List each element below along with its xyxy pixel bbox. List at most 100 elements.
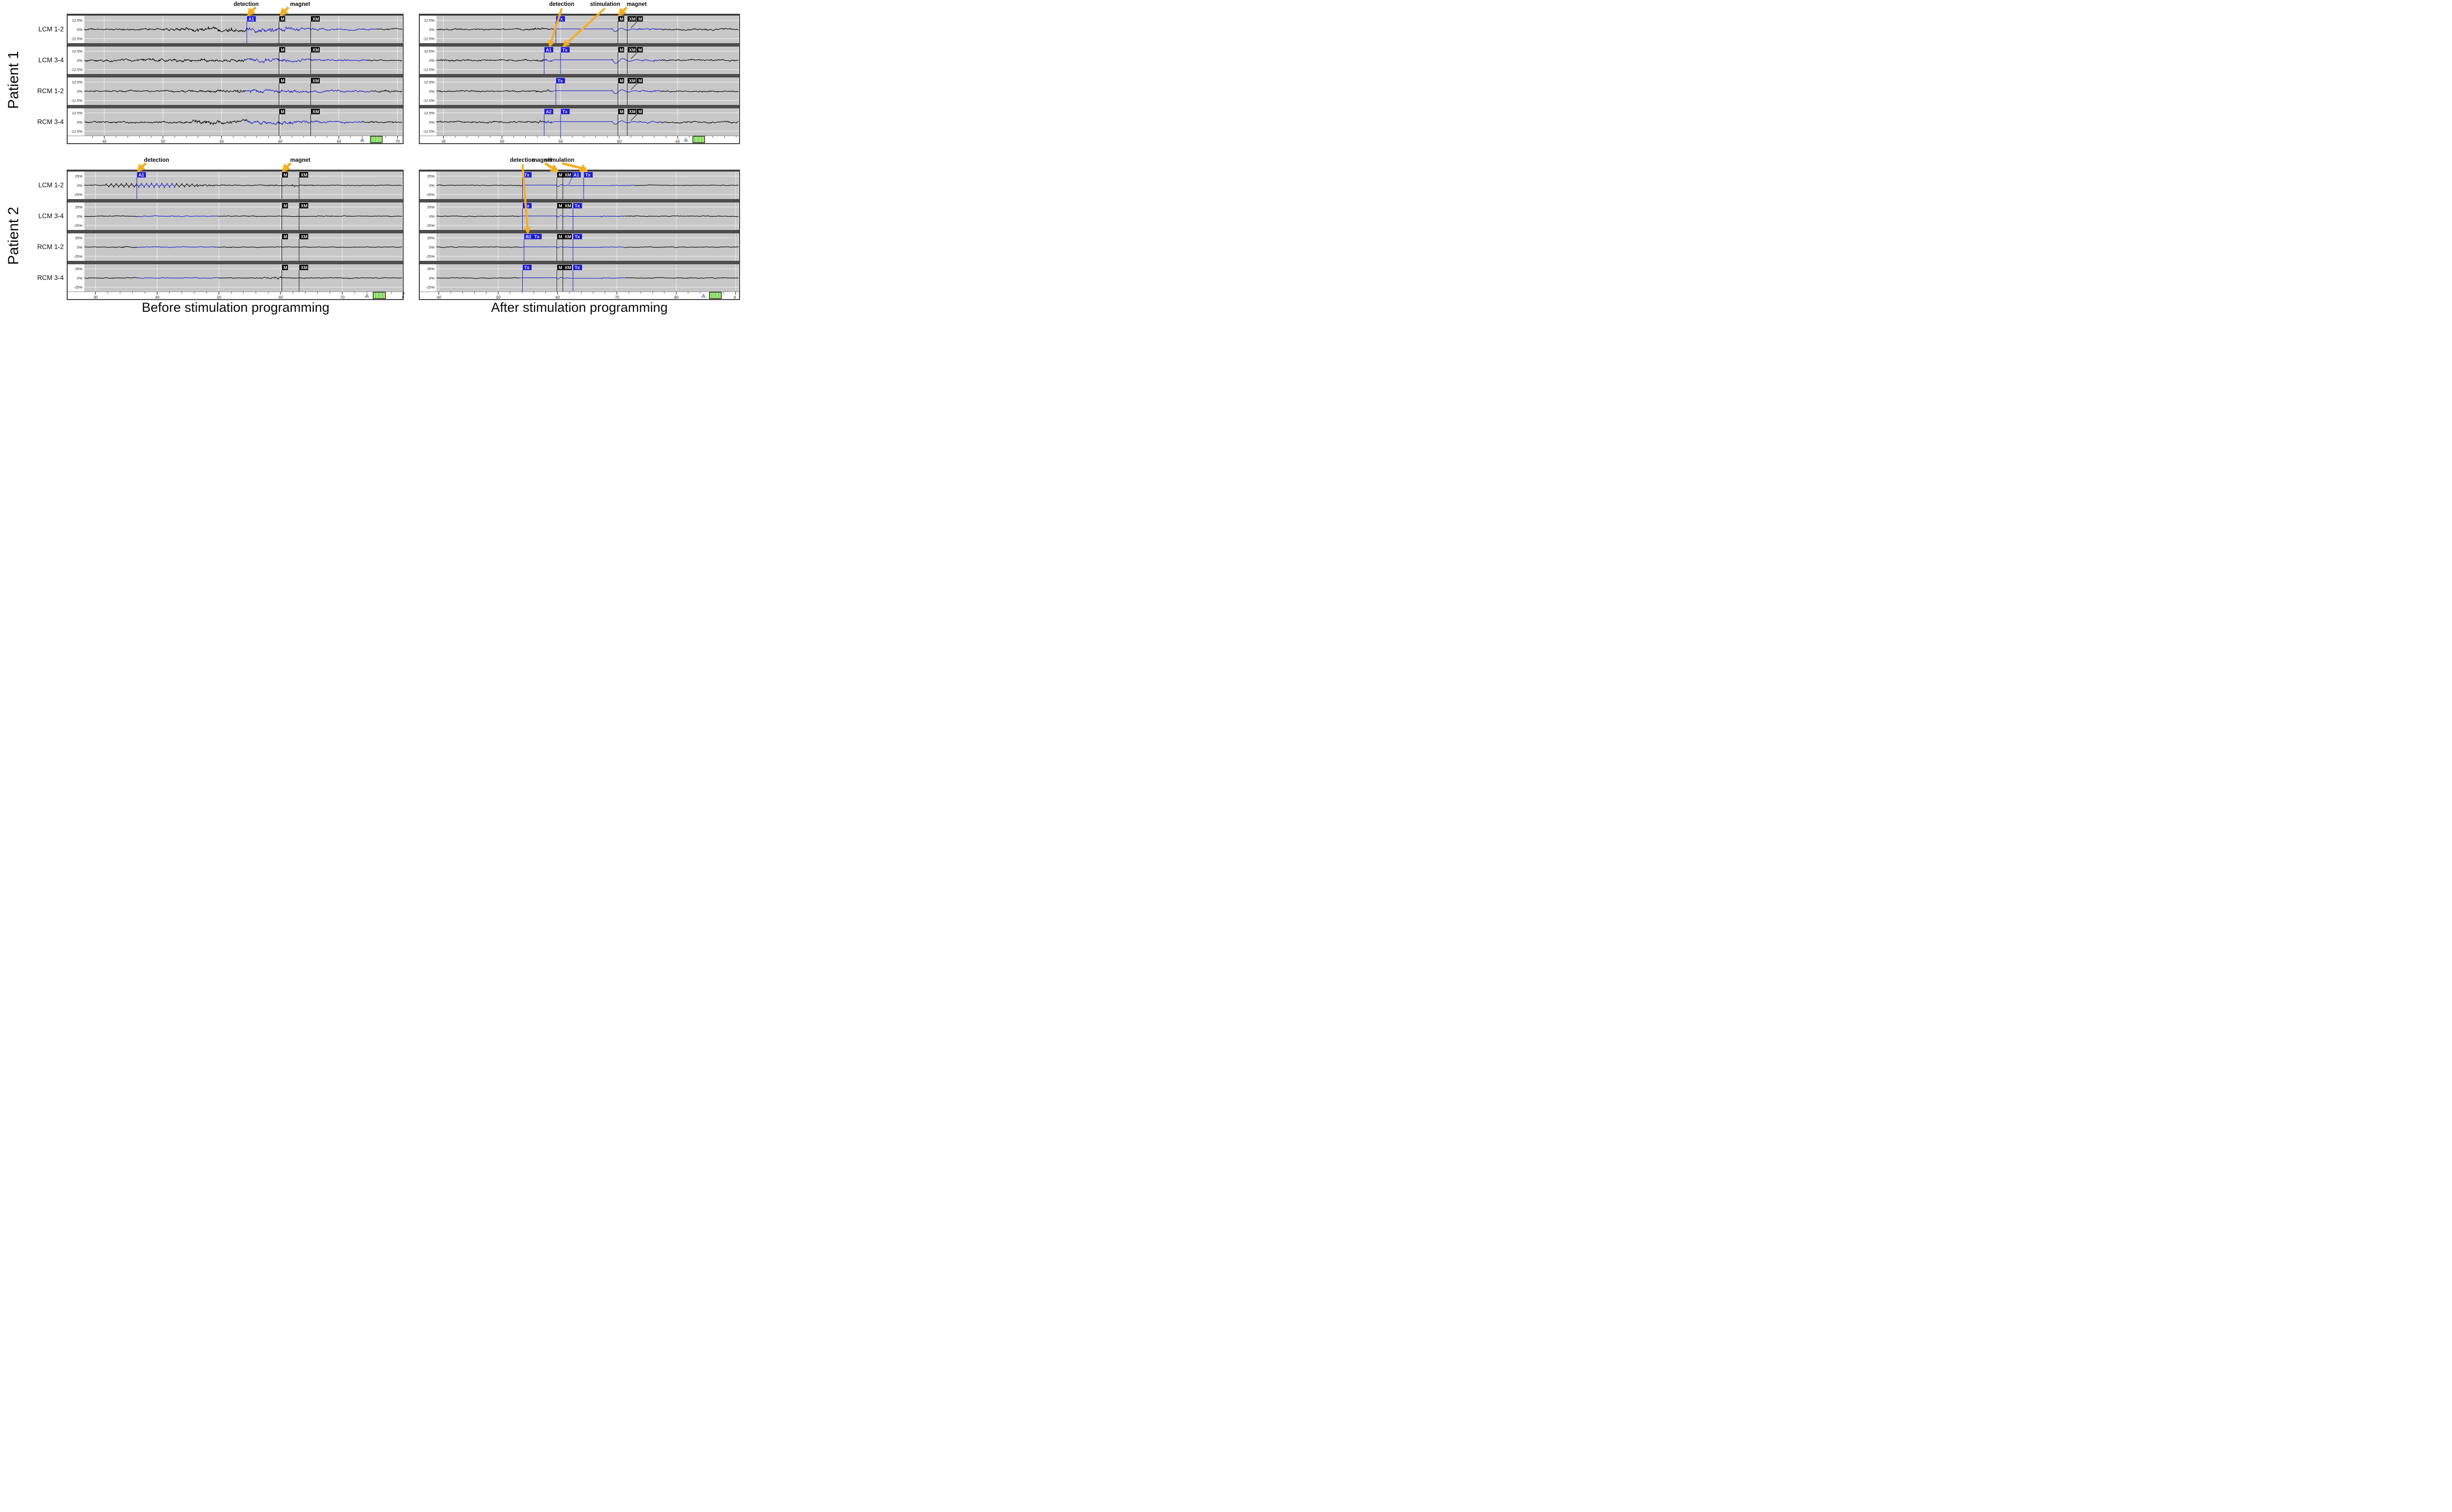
event-marker-Tx[interactable] xyxy=(573,234,582,239)
event-marker-XM[interactable] xyxy=(563,203,572,208)
strip-separator xyxy=(67,261,403,264)
event-marker-M[interactable] xyxy=(637,16,643,22)
event-marker-XM[interactable] xyxy=(627,47,637,52)
ecog-trace-baseline xyxy=(84,215,137,217)
event-marker-M[interactable] xyxy=(282,234,288,239)
ecog-trace-baseline xyxy=(371,89,403,93)
spectrogram-thumbnail[interactable] xyxy=(692,136,705,143)
event-marker-Tx[interactable] xyxy=(522,172,532,177)
event-marker-A1[interactable] xyxy=(247,16,256,22)
annotation-label: magnet xyxy=(532,157,552,163)
ecog-trace-episode xyxy=(315,89,372,93)
y-axis-tick-label: 0% xyxy=(77,214,82,219)
event-marker-XM[interactable] xyxy=(563,265,572,270)
ecog-trace-baseline xyxy=(84,58,128,62)
ecog-trace-episode xyxy=(521,246,556,248)
event-marker-M[interactable] xyxy=(279,109,285,114)
event-marker-XM[interactable] xyxy=(310,16,320,22)
event-marker-XM[interactable] xyxy=(627,109,637,114)
event-marker-M[interactable] xyxy=(279,78,285,83)
event-marker-Tx[interactable] xyxy=(561,47,570,52)
axis-position-pointer[interactable] xyxy=(701,293,706,298)
strip-separator xyxy=(419,261,740,264)
event-marker-A1[interactable] xyxy=(544,47,554,52)
event-marker-XM[interactable] xyxy=(299,172,308,177)
y-axis-tick-label: 12.5% xyxy=(424,49,435,53)
event-marker-Tx[interactable] xyxy=(533,234,542,239)
event-marker-XM[interactable] xyxy=(310,78,320,83)
event-marker-M[interactable] xyxy=(557,203,563,208)
event-marker-A1[interactable] xyxy=(137,172,146,177)
channel-label: RCM 1-2 xyxy=(37,243,64,251)
event-marker-M[interactable] xyxy=(637,47,643,52)
event-marker-XM[interactable] xyxy=(627,16,637,22)
event-marker-XM[interactable] xyxy=(310,47,320,52)
axis-position-pointer[interactable] xyxy=(364,293,370,298)
axis-position-pointer[interactable] xyxy=(683,137,689,142)
event-marker-M[interactable] xyxy=(637,78,643,83)
ecog-trace-episode xyxy=(136,246,219,248)
event-marker-label: Tx xyxy=(575,265,580,270)
ecog-trace-baseline xyxy=(362,121,403,124)
event-marker-M[interactable] xyxy=(618,47,624,52)
annotation-magnet: magnet xyxy=(281,157,310,173)
event-marker-Tx[interactable] xyxy=(522,265,532,270)
event-marker-M[interactable] xyxy=(557,234,563,239)
event-marker-Tx[interactable] xyxy=(556,16,565,22)
event-marker-XM[interactable] xyxy=(563,172,572,177)
event-marker-A1[interactable] xyxy=(572,172,581,177)
event-marker-label: Tx xyxy=(524,265,530,270)
event-marker-M[interactable] xyxy=(279,16,285,22)
event-marker-M[interactable] xyxy=(637,109,643,114)
event-marker-label: M xyxy=(639,109,642,114)
strip-separator xyxy=(67,170,403,172)
event-marker-label: Tx xyxy=(535,234,540,239)
y-axis-tick-label: 0% xyxy=(429,27,434,32)
event-marker-XM[interactable] xyxy=(299,265,308,270)
event-marker-M[interactable] xyxy=(618,16,624,22)
event-marker-M[interactable] xyxy=(618,109,624,114)
event-marker-XM[interactable] xyxy=(310,109,320,114)
ecog-trace-baseline xyxy=(84,90,163,93)
event-marker-Tx[interactable] xyxy=(573,265,582,270)
ecog-trace-baseline xyxy=(377,28,403,30)
event-marker-XM[interactable] xyxy=(299,203,308,208)
ecog-trace-episode xyxy=(642,59,662,62)
event-marker-label: M xyxy=(620,48,624,52)
event-marker-M[interactable] xyxy=(618,78,624,83)
y-axis-tick-label: 12.5% xyxy=(72,80,83,84)
strip-separator xyxy=(419,43,740,47)
event-marker-label: XM xyxy=(564,234,571,239)
strip-separator xyxy=(419,230,740,233)
event-marker-Tx[interactable] xyxy=(561,109,570,114)
annotation-detection: detection xyxy=(233,1,259,17)
event-marker-label: A1 xyxy=(546,48,552,52)
event-marker-XM[interactable] xyxy=(627,78,637,83)
event-marker-M[interactable] xyxy=(282,172,288,177)
spectrogram-thumbnail[interactable] xyxy=(709,292,722,299)
spectrogram-thumbnail[interactable] xyxy=(370,136,383,143)
event-marker-XM[interactable] xyxy=(563,234,572,239)
event-marker-Tx[interactable] xyxy=(573,203,582,208)
ecog-trace-baseline xyxy=(661,121,739,124)
event-marker-M[interactable] xyxy=(282,265,288,270)
event-marker-XM[interactable] xyxy=(299,234,308,239)
event-marker-M[interactable] xyxy=(282,203,288,208)
event-marker-A2[interactable] xyxy=(544,109,554,114)
ecog-trace-baseline xyxy=(204,26,247,32)
event-marker-Tx[interactable] xyxy=(556,78,565,83)
event-marker-Tx[interactable] xyxy=(522,203,532,208)
panel-border xyxy=(67,14,404,144)
event-marker-M[interactable] xyxy=(557,265,563,270)
annotation-magnet: magnet xyxy=(532,157,560,172)
event-marker-Tx[interactable] xyxy=(584,172,593,177)
y-axis-tick-label: -12.5% xyxy=(71,36,82,41)
axis-position-pointer[interactable] xyxy=(359,137,365,142)
x-axis-tick-label: 60 xyxy=(555,295,560,300)
spectrogram-thumbnail[interactable] xyxy=(373,292,386,299)
event-marker-M[interactable] xyxy=(279,47,285,52)
annotation-label: magnet xyxy=(290,157,310,163)
event-marker-M[interactable] xyxy=(557,172,563,177)
event-marker-label: M xyxy=(281,78,284,83)
event-marker-B2[interactable] xyxy=(524,234,534,239)
